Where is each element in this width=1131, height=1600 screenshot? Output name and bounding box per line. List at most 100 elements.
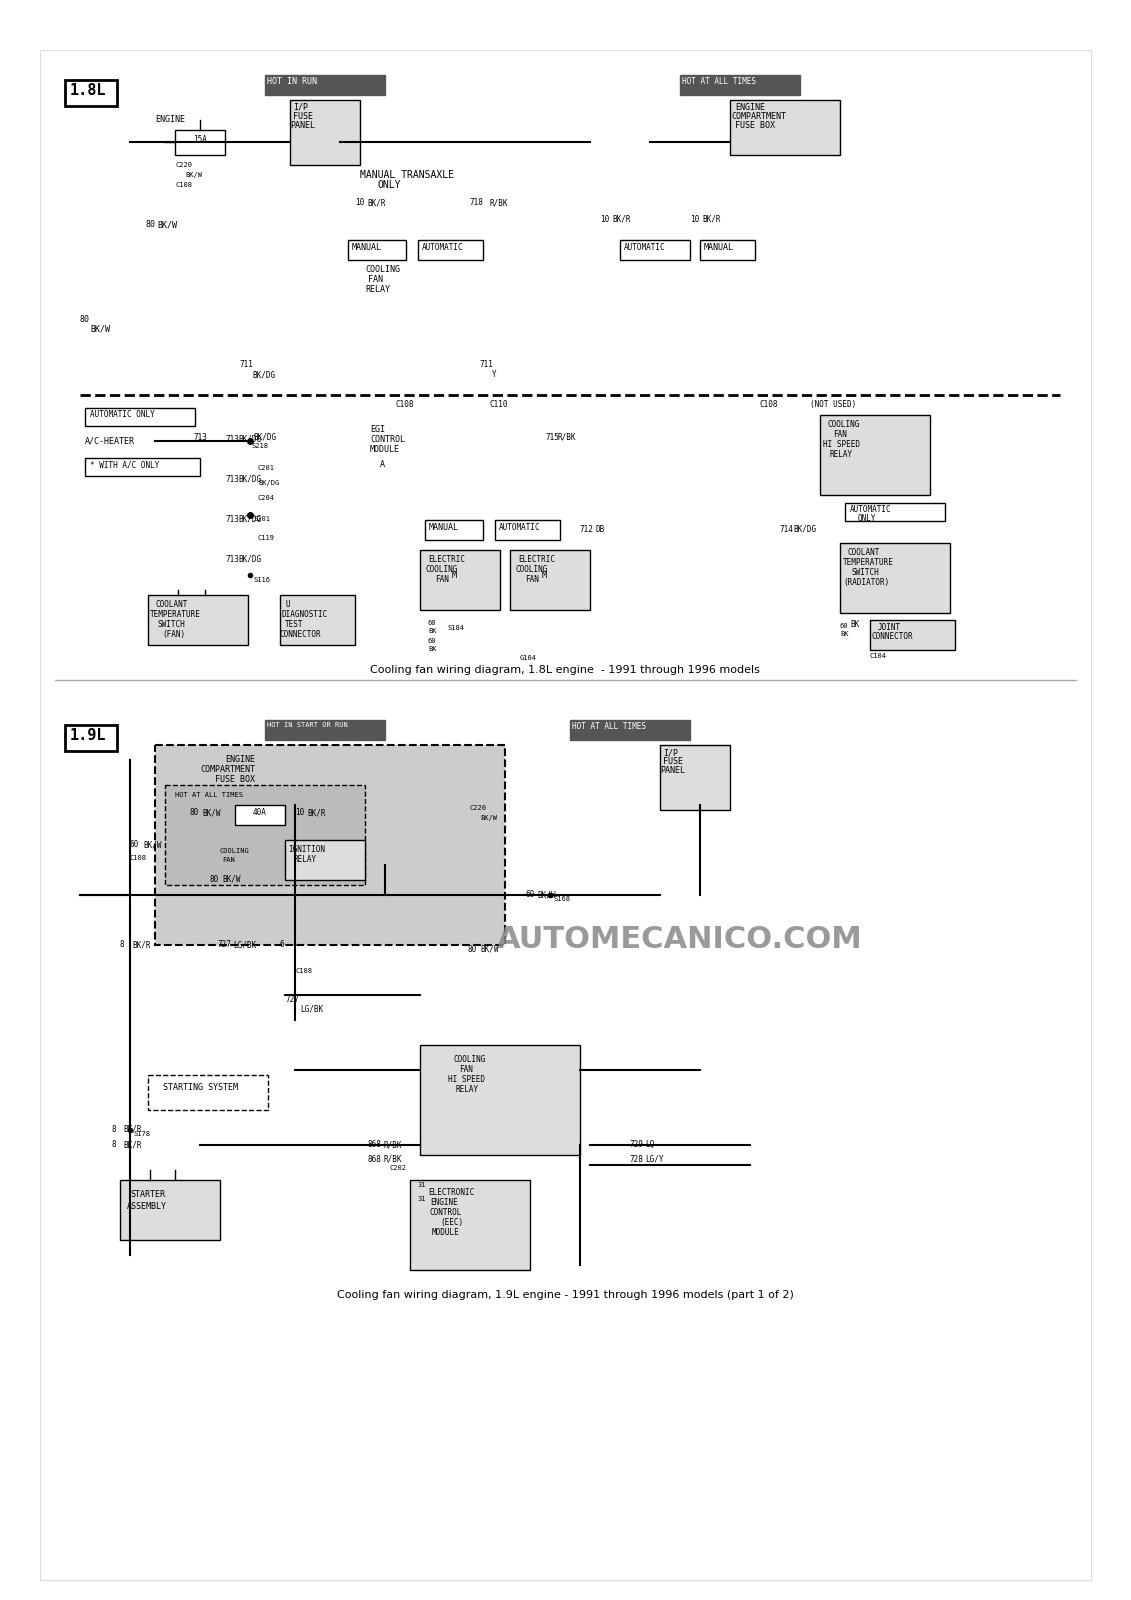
Text: 80: 80 bbox=[190, 808, 199, 818]
Bar bbox=[130, 99, 340, 390]
Bar bbox=[290, 843, 363, 877]
Text: CONTROL: CONTROL bbox=[370, 435, 405, 443]
Text: FUSE: FUSE bbox=[293, 112, 313, 122]
Text: LG/BK: LG/BK bbox=[300, 1005, 323, 1014]
Text: PANEL: PANEL bbox=[661, 766, 685, 774]
Bar bbox=[155, 746, 506, 946]
Bar bbox=[148, 595, 248, 645]
Text: COMPARTMENT: COMPARTMENT bbox=[200, 765, 254, 774]
Text: COOLING: COOLING bbox=[454, 1054, 485, 1064]
Text: BK/R: BK/R bbox=[307, 808, 326, 818]
Bar bbox=[510, 550, 590, 610]
Text: C108: C108 bbox=[130, 854, 147, 861]
Text: BK/DG: BK/DG bbox=[238, 515, 261, 525]
Text: ELECTRIC: ELECTRIC bbox=[518, 555, 555, 565]
Text: 6: 6 bbox=[280, 939, 285, 949]
Text: ONLY: ONLY bbox=[858, 514, 877, 523]
Text: COOLING: COOLING bbox=[221, 848, 250, 854]
Text: C108: C108 bbox=[395, 400, 414, 410]
Text: DB: DB bbox=[595, 525, 604, 534]
Text: S116: S116 bbox=[253, 578, 270, 582]
Bar bbox=[330, 150, 580, 370]
Text: (FAN): (FAN) bbox=[162, 630, 185, 638]
Text: M: M bbox=[542, 571, 547, 579]
Text: BK: BK bbox=[428, 627, 437, 634]
Bar bbox=[265, 75, 385, 94]
Text: (NOT USED): (NOT USED) bbox=[810, 400, 856, 410]
Text: 868: 868 bbox=[368, 1155, 382, 1165]
Text: 8: 8 bbox=[112, 1125, 116, 1134]
Text: AUTOMECANICO.COM: AUTOMECANICO.COM bbox=[498, 925, 863, 955]
Bar bbox=[55, 66, 1074, 670]
Bar bbox=[290, 99, 360, 165]
Bar bbox=[418, 240, 483, 259]
Text: R/BK: R/BK bbox=[490, 198, 509, 206]
Text: PANEL: PANEL bbox=[290, 122, 316, 130]
Bar bbox=[824, 419, 925, 490]
Text: S178: S178 bbox=[133, 1131, 150, 1138]
Text: 711: 711 bbox=[480, 360, 494, 370]
Bar bbox=[661, 746, 729, 810]
Text: BK/DG: BK/DG bbox=[238, 555, 261, 565]
Text: 60: 60 bbox=[428, 638, 437, 643]
Text: 10: 10 bbox=[295, 808, 304, 818]
Text: LG/Y: LG/Y bbox=[645, 1155, 664, 1165]
Text: BK: BK bbox=[851, 619, 860, 629]
Bar bbox=[420, 1045, 580, 1155]
Text: MODULE: MODULE bbox=[370, 445, 400, 454]
Text: BK/R: BK/R bbox=[123, 1139, 141, 1149]
Text: FUSE BOX: FUSE BOX bbox=[735, 122, 775, 130]
Bar bbox=[85, 458, 200, 477]
Text: AUTOMATIC ONLY: AUTOMATIC ONLY bbox=[90, 410, 155, 419]
Bar bbox=[368, 419, 458, 485]
Text: Cooling fan wiring diagram, 1.9L engine - 1991 through 1996 models (part 1 of 2): Cooling fan wiring diagram, 1.9L engine … bbox=[337, 1290, 794, 1299]
Bar bbox=[620, 240, 690, 259]
Text: C220: C220 bbox=[470, 805, 487, 811]
Bar bbox=[425, 520, 483, 541]
Text: 60: 60 bbox=[840, 622, 848, 629]
Text: 1.8L: 1.8L bbox=[70, 83, 106, 98]
Text: C108: C108 bbox=[295, 968, 312, 974]
Text: 727: 727 bbox=[218, 939, 232, 949]
Text: DIAGNOSTIC: DIAGNOSTIC bbox=[282, 610, 328, 619]
Text: A/C-HEATER: A/C-HEATER bbox=[85, 437, 135, 446]
Text: COOLANT: COOLANT bbox=[155, 600, 188, 610]
Text: BK/R: BK/R bbox=[702, 214, 720, 224]
Text: ELECTRONIC: ELECTRONIC bbox=[428, 1187, 474, 1197]
Text: (EEC): (EEC) bbox=[440, 1218, 463, 1227]
Text: Y: Y bbox=[492, 370, 497, 379]
Text: BK/W: BK/W bbox=[480, 814, 497, 821]
Text: 10: 10 bbox=[355, 198, 364, 206]
Text: TEST: TEST bbox=[285, 619, 303, 629]
Text: BK/DG: BK/DG bbox=[252, 370, 275, 379]
Bar bbox=[348, 240, 406, 259]
Text: 713: 713 bbox=[225, 555, 239, 565]
Text: BK: BK bbox=[840, 630, 848, 637]
Text: S168: S168 bbox=[553, 896, 570, 902]
Text: LG/BK: LG/BK bbox=[233, 939, 256, 949]
Text: 8: 8 bbox=[120, 939, 124, 949]
Text: ENGINE: ENGINE bbox=[155, 115, 185, 125]
Text: COMPARTMENT: COMPARTMENT bbox=[731, 112, 786, 122]
Text: C220: C220 bbox=[175, 162, 192, 168]
Text: 727: 727 bbox=[285, 995, 299, 1005]
Text: R/BK: R/BK bbox=[383, 1139, 402, 1149]
Bar bbox=[235, 805, 285, 826]
Bar bbox=[840, 542, 950, 613]
Text: C110: C110 bbox=[490, 400, 509, 410]
Text: Cooling fan wiring diagram, 1.8L engine  - 1991 through 1996 models: Cooling fan wiring diagram, 1.8L engine … bbox=[370, 666, 760, 675]
Text: BK/W: BK/W bbox=[480, 946, 499, 954]
Text: C202: C202 bbox=[390, 1165, 407, 1171]
Text: EGI: EGI bbox=[370, 426, 385, 434]
Bar bbox=[729, 99, 840, 155]
Text: COOLING: COOLING bbox=[425, 565, 457, 574]
Bar bbox=[64, 80, 116, 106]
Text: 60: 60 bbox=[130, 840, 139, 850]
Text: CONNECTOR: CONNECTOR bbox=[872, 632, 914, 642]
Text: S184: S184 bbox=[447, 626, 464, 630]
Text: 715: 715 bbox=[545, 434, 559, 442]
Text: R/BK: R/BK bbox=[383, 1155, 402, 1165]
Text: 713: 713 bbox=[225, 515, 239, 525]
Text: FUSE BOX: FUSE BOX bbox=[215, 774, 254, 784]
Text: HOT IN START OR RUN: HOT IN START OR RUN bbox=[267, 722, 347, 728]
